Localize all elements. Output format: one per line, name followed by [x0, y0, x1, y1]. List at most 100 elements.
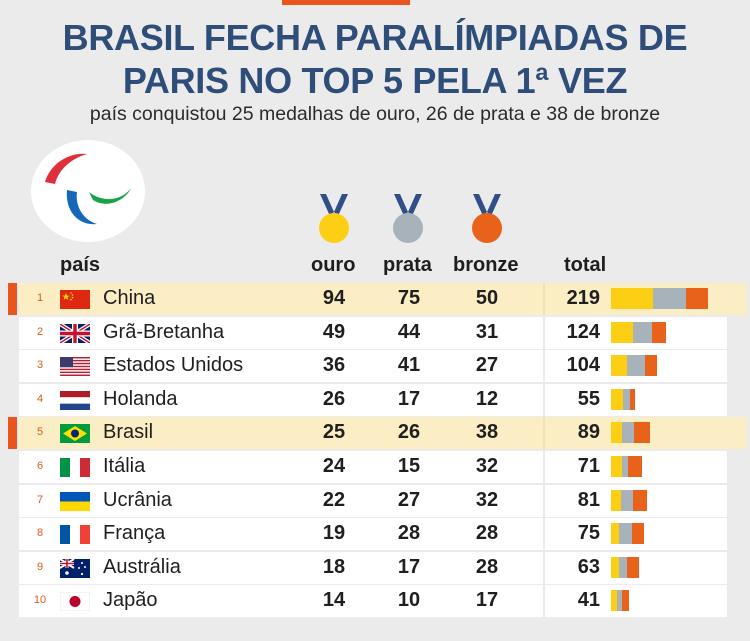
total-count: 63 [577, 555, 600, 578]
rank-label: 4 [36, 392, 44, 405]
silver-count: 10 [397, 589, 421, 612]
rank-label: 1 [36, 292, 44, 304]
uk-flag-icon [60, 323, 90, 343]
column-divider [543, 316, 545, 349]
ukraine-flag-icon [60, 491, 90, 511]
silver-bar-segment [622, 422, 634, 444]
column-divider [543, 585, 545, 618]
column-divider [543, 283, 545, 315]
medal-stacked-bar [611, 556, 731, 578]
country-name: Itália [103, 455, 146, 477]
gold-bar-segment [611, 422, 623, 444]
column-header-country: país [60, 254, 101, 276]
medal-stacked-bar [611, 489, 731, 511]
paralympic-agitos-icon [31, 140, 145, 242]
silver-medal-icon [388, 194, 428, 246]
bronze-count: 17 [475, 589, 499, 612]
row-background [19, 316, 727, 349]
row-background [19, 451, 727, 483]
column-divider [543, 551, 545, 584]
china-flag-icon [60, 290, 90, 309]
gold-medal-icon [314, 194, 354, 246]
medal-stacked-bar [611, 523, 731, 545]
italy-flag-icon [60, 458, 90, 477]
rank-label: 9 [36, 560, 44, 573]
bronze-bar-segment [652, 321, 666, 343]
bronze-count: 31 [475, 320, 499, 343]
bronze-count: 28 [475, 555, 499, 578]
table-row: 4 Holanda 26 17 12 55 [0, 383, 750, 416]
country-name: Grã-Bretanha [103, 320, 225, 343]
country-name: Holanda [103, 387, 178, 410]
column-divider [543, 350, 545, 383]
bronze-count: 28 [475, 522, 499, 545]
total-count: 124 [566, 320, 600, 343]
gold-bar-segment [611, 590, 618, 612]
gold-bar-segment [611, 321, 633, 343]
silver-bar-segment [621, 456, 629, 477]
silver-count: 41 [397, 354, 421, 377]
total-count: 71 [577, 455, 600, 477]
gold-bar-segment [611, 355, 627, 377]
bronze-bar-segment [630, 388, 636, 410]
bronze-bar-segment [633, 422, 651, 444]
gold-count: 26 [322, 387, 346, 410]
column-header-total: total [564, 254, 607, 276]
page-title-line-2: PARIS NO TOP 5 PELA 1ª VEZ [122, 60, 628, 101]
gold-count: 18 [322, 555, 346, 578]
column-divider [543, 383, 545, 416]
row-background [19, 383, 727, 416]
gold-count: 24 [322, 455, 346, 477]
country-name: China [103, 287, 156, 309]
country-name: França [103, 522, 166, 545]
country-name: Austrália [103, 555, 181, 578]
medal-stacked-bar [611, 355, 731, 377]
gold-bar-segment [611, 556, 619, 578]
silver-count: 28 [397, 522, 421, 545]
gold-count: 14 [322, 589, 346, 612]
medal-stacked-bar [611, 590, 731, 612]
silver-bar-segment [622, 388, 630, 410]
bronze-medal-icon [467, 194, 507, 246]
silver-bar-segment [632, 321, 653, 343]
bronze-bar-segment [621, 590, 630, 612]
row-background [19, 551, 727, 584]
row-background [19, 518, 727, 551]
gold-count: 49 [322, 320, 346, 343]
rank-label: 5 [36, 426, 44, 439]
highlight-marker [8, 417, 17, 450]
bronze-count: 32 [475, 488, 499, 511]
gold-count: 22 [322, 488, 346, 511]
silver-bar-segment [626, 355, 646, 377]
silver-count: 75 [397, 287, 421, 309]
row-background [19, 350, 727, 383]
silver-count: 26 [397, 421, 421, 444]
australia-flag-icon [60, 558, 90, 578]
medal-stacked-bar [611, 388, 731, 410]
gold-count: 19 [322, 522, 346, 545]
column-divider [543, 518, 545, 551]
bronze-bar-segment [631, 523, 645, 545]
column-header-gold: ouro [311, 254, 356, 276]
column-header-silver: prata [383, 254, 432, 276]
table-row: 1 China 94 75 50 219 [0, 283, 750, 315]
rank-label: 3 [36, 359, 44, 372]
medal-stacked-bar [611, 422, 731, 444]
table-row: 7 Ucrânia 22 27 32 81 [0, 484, 750, 517]
silver-bar-segment [619, 523, 632, 545]
silver-bar-segment [652, 288, 686, 309]
total-count: 219 [566, 287, 600, 309]
rank-label: 7 [36, 493, 44, 506]
column-divider [543, 417, 545, 450]
bronze-count: 38 [475, 421, 499, 444]
total-count: 41 [577, 589, 600, 612]
silver-count: 17 [397, 387, 421, 410]
bronze-bar-segment [626, 556, 639, 578]
netherlands-flag-icon [60, 390, 90, 410]
bronze-bar-segment [685, 288, 708, 309]
medal-stacked-bar [611, 321, 731, 343]
silver-count: 27 [397, 488, 421, 511]
bronze-count: 27 [475, 354, 499, 377]
silver-count: 17 [397, 555, 421, 578]
gold-bar-segment [611, 288, 653, 309]
